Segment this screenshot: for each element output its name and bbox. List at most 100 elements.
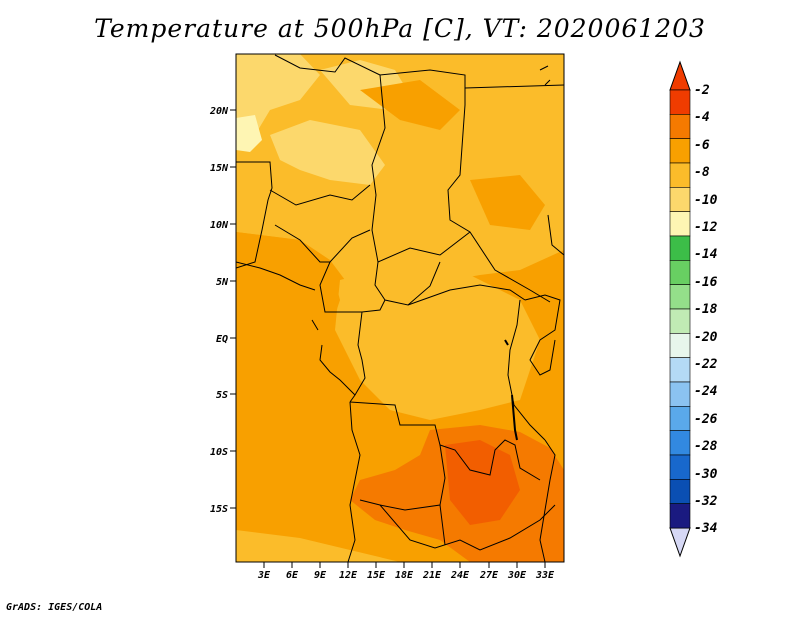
colorbar-swatch [669, 333, 691, 358]
boundary-ethiopia [547, 214, 564, 256]
colorbar-swatch [669, 381, 691, 407]
lon-label: 3E [257, 570, 271, 581]
colorbar-swatch [669, 187, 691, 212]
colorbar-label: -4 [694, 110, 710, 125]
temperature-field [236, 54, 564, 562]
boundary-cameroon-south [319, 261, 386, 313]
colorbar-swatch [669, 235, 691, 261]
country-boundaries [236, 54, 564, 562]
boundary-west-a [236, 161, 273, 269]
lat-label: 10S [210, 447, 228, 458]
colorbar-label: -28 [694, 439, 718, 454]
colorbar-label: -10 [694, 193, 718, 208]
field-cool-southwest-region [236, 530, 400, 562]
colorbar-swatch [669, 138, 691, 164]
colorbar-label: -6 [694, 138, 710, 153]
colorbar-swatch [669, 430, 691, 456]
lon-label: 21E [422, 570, 442, 581]
lat-label: 15S [210, 504, 228, 515]
lon-label: 9E [314, 570, 327, 581]
boundary-angola-zambia [359, 444, 446, 511]
colorbar-label: -14 [694, 247, 718, 262]
lon-label: 12E [339, 570, 358, 581]
colorbar-swatch [669, 211, 691, 237]
field-warm-west-region [236, 232, 340, 365]
colorbar-label: -20 [694, 330, 718, 345]
boundary-lakes [504, 339, 518, 441]
lat-label: 15N [210, 163, 229, 174]
colorbar-bottom-triangle [669, 527, 691, 558]
boundary-car-north [377, 231, 471, 263]
lat-label: 5S [216, 390, 228, 401]
lat-label: 10N [210, 220, 229, 231]
colorbar-top-triangle [669, 60, 691, 91]
colorbar-swatch [669, 479, 691, 504]
colorbar-swatch [669, 357, 691, 383]
boundary-malawi-mozambique [539, 439, 556, 562]
lat-label: EQ [216, 334, 228, 345]
boundary-egypt [464, 84, 564, 89]
lon-label: 24E [450, 570, 470, 581]
field-warm-east-patch [470, 175, 545, 230]
field-cool-north-region [236, 54, 564, 300]
boundary-namibia-botswana [439, 504, 446, 546]
colorbar-swatch [669, 308, 691, 334]
colorbar-label: -26 [694, 412, 718, 427]
lon-label: 33E [535, 570, 555, 581]
lon-label: 15E [367, 570, 386, 581]
colorbar-label: -32 [694, 494, 718, 509]
field-hot-southeast-region [350, 425, 564, 562]
lat-label: 20N [209, 106, 229, 117]
colorbar-label: -16 [694, 275, 718, 290]
lon-label: 18E [395, 570, 414, 581]
boundary-gulf-coast [236, 261, 316, 291]
boundary-angola-west [347, 401, 361, 562]
colorbar-label: -30 [694, 467, 718, 482]
field-coolest-northwest-region [236, 54, 320, 140]
boundary-sudan-east [379, 69, 551, 303]
colorbar-label: -2 [694, 83, 710, 98]
boundary-gabon-coast [311, 319, 356, 396]
colorbar-label: -22 [694, 357, 718, 372]
colorbar-swatch [669, 89, 691, 115]
boundary-zambia-south [379, 504, 556, 551]
colorbar-label: -8 [694, 165, 710, 180]
colorbar-swatch [669, 260, 691, 285]
boundary-uganda-kenya [524, 294, 561, 376]
colorbar-label: -24 [694, 384, 718, 399]
colorbar-label: -12 [694, 220, 718, 235]
field-coolest-sahel-region [270, 120, 385, 185]
colorbar-swatch [669, 503, 691, 529]
lon-label: 6E [286, 570, 299, 581]
boundary-drc-south [349, 401, 541, 481]
colorbar-swatch [669, 114, 691, 139]
latitude-axis: 20N 15N 10N 5N EQ 5S 10S 15S [209, 106, 236, 515]
colorbar-labels: -2 -4 -6 -8 -10 -12 -14 -16 -18 -20 -22 … [694, 83, 718, 536]
colorbar-swatch [669, 162, 691, 188]
lon-label: 30E [507, 570, 527, 581]
lat-label: 5N [216, 277, 229, 288]
field-cool-central-region [335, 265, 540, 420]
boundary-chad [274, 54, 441, 306]
field-warm-north-patch [360, 80, 460, 130]
boundary-drc-east [507, 299, 546, 441]
boundary-congo [349, 311, 366, 403]
boundary-nigeria-niger [269, 184, 371, 206]
field-lightest-region [236, 115, 262, 152]
boundary-sinai [539, 65, 551, 86]
map-frame [235, 53, 565, 563]
longitude-axis: 3E 6E 9E 12E 15E 18E 21E 24E 27E 30E 33E [257, 562, 555, 581]
lon-label: 27E [479, 570, 499, 581]
colorbar-swatch [669, 406, 691, 431]
colorbar: -2 -4 -6 -8 -10 -12 -14 -16 -18 -20 -22 … [669, 60, 718, 558]
colorbar-label: -34 [694, 521, 718, 536]
colorbar-swatch [669, 454, 691, 480]
map-title: Temperature at 500hPa [C], VT: 202006120… [94, 14, 706, 43]
boundary-car-south [407, 284, 526, 306]
colorbar-swatches [669, 89, 691, 529]
colorbar-swatch [669, 284, 691, 310]
colorbar-label: -18 [694, 302, 718, 317]
boundary-nigeria-cameroon [274, 224, 371, 263]
grads-credit: GrADS: IGES/COLA [6, 602, 103, 613]
